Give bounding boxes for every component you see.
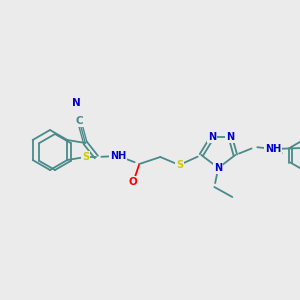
Text: N: N	[226, 132, 234, 142]
Text: N: N	[214, 163, 222, 173]
Text: N: N	[208, 132, 216, 142]
Text: NH: NH	[265, 144, 281, 154]
Text: N: N	[72, 98, 81, 108]
Text: NH: NH	[110, 151, 126, 161]
Text: S: S	[82, 152, 89, 162]
Text: O: O	[129, 177, 138, 187]
Text: S: S	[176, 160, 183, 170]
Text: C: C	[76, 116, 83, 126]
